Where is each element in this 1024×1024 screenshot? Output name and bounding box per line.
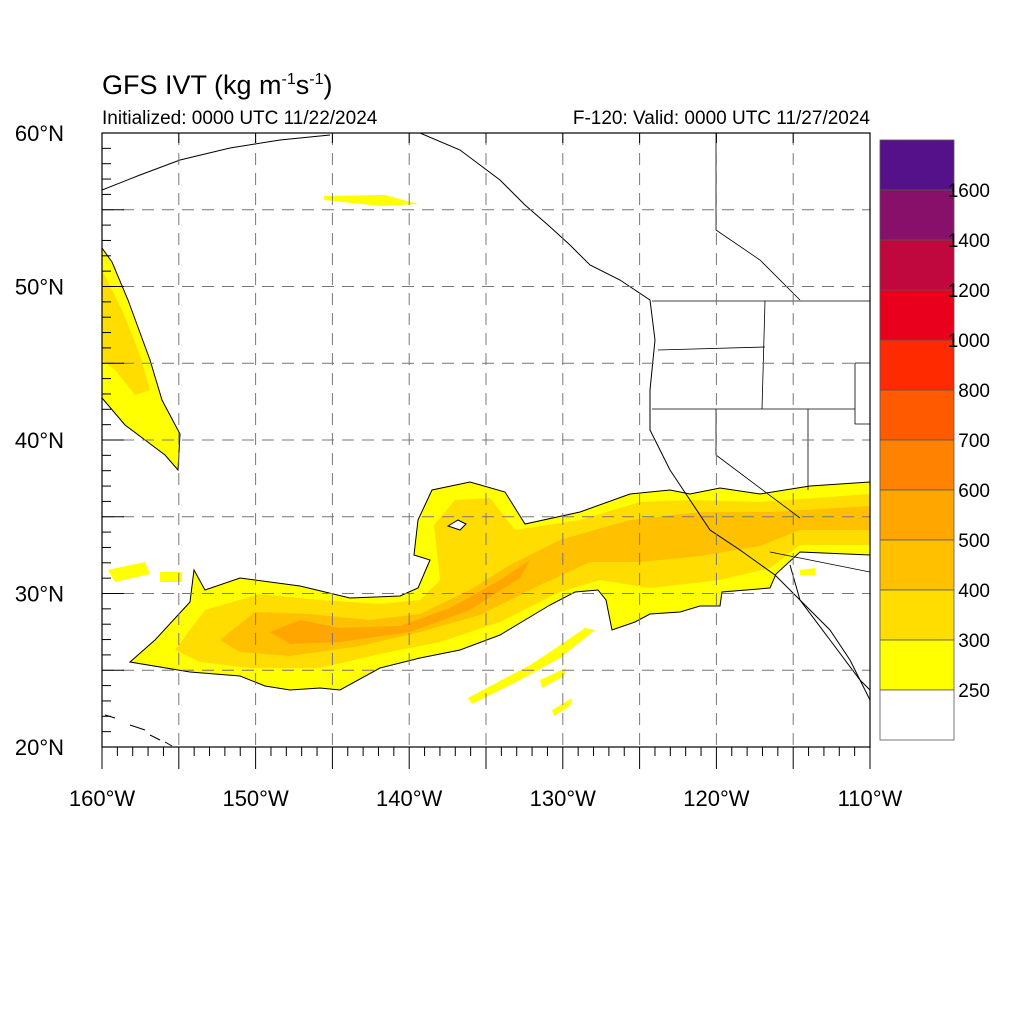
lon-label: 160°W [69, 786, 136, 811]
colorbar-swatch [879, 389, 955, 441]
ivt-contour-250-plume [102, 247, 181, 472]
border-mt [854, 362, 870, 425]
colorbar-swatch [879, 689, 955, 741]
coastline-north-america [419, 133, 870, 701]
ivt-contour-hole [446, 519, 467, 531]
lat-label: 20°N [15, 735, 64, 760]
ivt-river-400 [220, 506, 870, 656]
ivt-patch [540, 668, 566, 688]
ivt-patch [800, 568, 815, 575]
colorbar-swatch [879, 239, 955, 291]
colorbar-label: 1200 [948, 281, 990, 302]
colorbar-label: 1400 [948, 231, 990, 252]
ivt-patch [468, 628, 595, 704]
lat-label: 60°N [15, 121, 64, 146]
colorbar-swatch [879, 439, 955, 491]
colorbar-swatch [879, 539, 955, 591]
colorbar-label: 300 [958, 631, 990, 652]
colorbar-label: 400 [958, 581, 990, 602]
lon-label: 120°W [683, 786, 750, 811]
ivt-patch [108, 562, 150, 582]
colorbar-label: 1000 [948, 331, 990, 352]
colorbar-swatch [879, 289, 955, 341]
colorbar-swatch [879, 639, 955, 691]
ivt-patch [324, 195, 418, 206]
lat-label: 40°N [15, 428, 64, 453]
colorbar-label: 700 [958, 431, 990, 452]
border-bc-ab [715, 133, 801, 301]
colorbar-label: 800 [958, 381, 990, 402]
hawaii-islands [104, 714, 173, 747]
lon-label: 110°W [838, 786, 903, 811]
ivt-river-500 [270, 560, 530, 644]
lon-label: 130°W [530, 786, 597, 811]
initialized-label: Initialized: 0000 UTC 11/22/2024 [102, 108, 378, 129]
border-id [761, 300, 766, 410]
colorbar-label: 500 [958, 531, 990, 552]
colorbar-label: 250 [958, 681, 990, 702]
border-wa-or [657, 346, 766, 351]
colorbar-swatch [879, 339, 955, 391]
graticule [102, 133, 870, 747]
ivt-shading [102, 195, 870, 716]
border-az-mx [769, 551, 870, 573]
coastline-alaska [102, 134, 331, 191]
axis-ticks [101, 132, 871, 769]
colorbar-swatch [879, 589, 955, 641]
colorbar-swatch [879, 489, 955, 541]
colorbar: 1600 1400 1200 1000 800 700 600 500 400 300 250 [879, 139, 990, 741]
coastlines [102, 133, 870, 747]
lon-label: 150°W [222, 786, 289, 811]
lon-axis: 160°W 150°W 140°W 130°W 120°W 110°W [69, 786, 903, 811]
map-title: GFS IVT (kg m-1s-1) [102, 70, 333, 100]
colorbar-swatch [879, 139, 955, 191]
colorbar-label: 600 [958, 481, 990, 502]
ivt-patch [552, 698, 572, 716]
baja-coast [789, 564, 870, 691]
colorbar-label: 1600 [948, 181, 990, 202]
colorbar-swatch [879, 189, 955, 241]
lon-label: 140°W [376, 786, 443, 811]
ivt-patch [160, 572, 182, 582]
lat-axis: 60°N 50°N 40°N 30°N 20°N [15, 121, 64, 760]
valid-time-label: F-120: Valid: 0000 UTC 11/27/2024 [572, 108, 870, 129]
lat-label: 30°N [15, 582, 64, 607]
lat-label: 50°N [15, 275, 64, 300]
